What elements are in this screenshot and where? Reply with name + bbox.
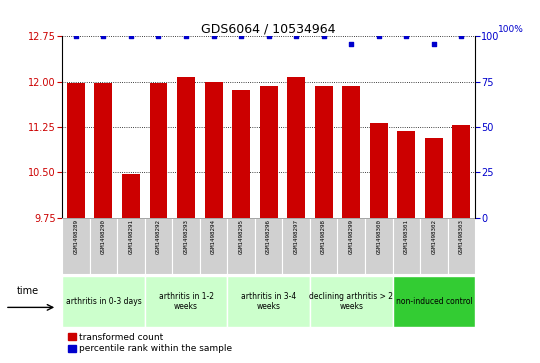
Text: GSM1498302: GSM1498302 [431, 220, 436, 254]
Bar [172, 218, 200, 274]
Text: GSM1498300: GSM1498300 [376, 220, 381, 254]
Bar [62, 218, 90, 274]
Point [265, 33, 273, 39]
Bar [62, 276, 145, 327]
Point [237, 33, 245, 39]
Bar [227, 276, 310, 327]
Bar [227, 218, 255, 274]
Bar [177, 77, 195, 218]
Text: arthritis in 3-4
weeks: arthritis in 3-4 weeks [241, 291, 296, 311]
Bar [150, 83, 167, 218]
Bar [393, 276, 475, 327]
Bar [448, 218, 475, 274]
Bar [287, 77, 305, 218]
Bar [315, 86, 333, 218]
Text: GSM1498292: GSM1498292 [156, 220, 161, 254]
Bar [117, 218, 145, 274]
Bar [282, 218, 310, 274]
Bar [453, 125, 470, 218]
Bar [67, 83, 85, 218]
Text: GSM1498299: GSM1498299 [349, 220, 354, 254]
Point [457, 33, 465, 39]
Text: GSM1498296: GSM1498296 [266, 220, 271, 254]
Bar [90, 218, 117, 274]
Point [402, 33, 410, 39]
Text: GSM1498303: GSM1498303 [459, 220, 464, 254]
Point [210, 33, 218, 39]
Bar [425, 138, 443, 218]
Text: arthritis in 0-3 days: arthritis in 0-3 days [65, 297, 141, 306]
Bar [365, 218, 393, 274]
Text: GSM1498294: GSM1498294 [211, 220, 216, 254]
Bar [200, 218, 227, 274]
Point [429, 41, 438, 46]
Bar [145, 218, 172, 274]
Point [126, 33, 135, 39]
Title: GDS6064 / 10534964: GDS6064 / 10534964 [201, 22, 336, 35]
Text: GSM1498301: GSM1498301 [404, 220, 409, 254]
Bar [145, 276, 227, 327]
Point [292, 33, 300, 39]
Bar [255, 218, 282, 274]
Point [99, 33, 108, 39]
Point [347, 41, 355, 46]
Text: GSM1498290: GSM1498290 [101, 220, 106, 254]
Bar [393, 218, 420, 274]
Text: GSM1498298: GSM1498298 [321, 220, 326, 254]
Point [374, 33, 383, 39]
Bar [342, 86, 360, 218]
Point [71, 33, 80, 39]
Bar [232, 90, 250, 218]
Bar [205, 82, 222, 218]
Bar [122, 174, 140, 218]
Text: time: time [17, 286, 39, 296]
Point [154, 33, 163, 39]
Text: GSM1498289: GSM1498289 [73, 220, 78, 254]
Bar [370, 123, 388, 218]
Text: declining arthritis > 2
weeks: declining arthritis > 2 weeks [309, 291, 393, 311]
Bar [94, 83, 112, 218]
Bar [338, 218, 365, 274]
Text: 100%: 100% [498, 25, 524, 34]
Point [181, 33, 190, 39]
Text: arthritis in 1-2
weeks: arthritis in 1-2 weeks [159, 291, 213, 311]
Bar [397, 131, 415, 218]
Text: GSM1498291: GSM1498291 [129, 220, 133, 254]
Bar [310, 218, 338, 274]
Text: non-induced control: non-induced control [395, 297, 472, 306]
Point [319, 33, 328, 39]
Text: GSM1498297: GSM1498297 [294, 220, 299, 254]
Bar [310, 276, 393, 327]
Bar [260, 86, 278, 218]
Bar [420, 218, 448, 274]
Legend: transformed count, percentile rank within the sample: transformed count, percentile rank withi… [66, 331, 234, 355]
Text: GSM1498293: GSM1498293 [184, 220, 188, 254]
Text: GSM1498295: GSM1498295 [239, 220, 244, 254]
